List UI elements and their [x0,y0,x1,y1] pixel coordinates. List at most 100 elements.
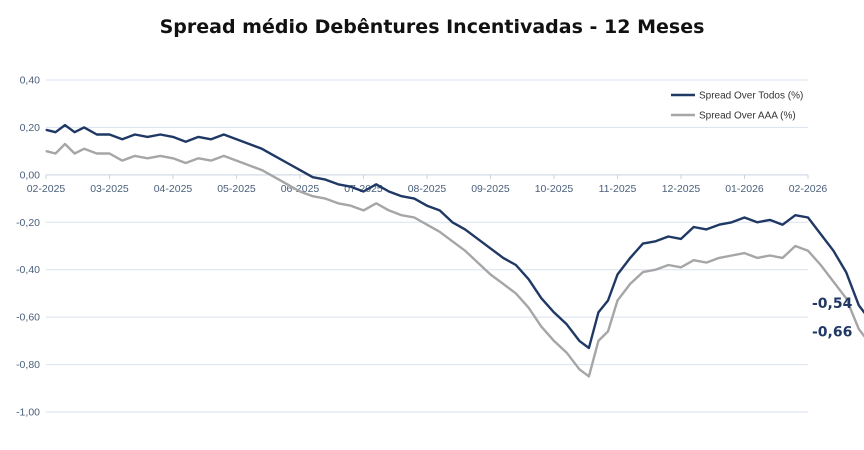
series-point [588,375,590,377]
series-point [667,235,669,238]
series-point [83,148,85,150]
series-point [413,216,415,219]
series-point [607,330,609,332]
series-point [172,157,174,159]
series-point [566,323,568,325]
series-point [667,264,669,266]
series-point [515,292,517,294]
x-tick-label: 04-2025 [154,183,193,195]
series-point [477,262,479,264]
series-point [769,254,771,257]
series-point [375,202,377,204]
series-point [185,162,187,164]
series-point [121,160,123,162]
series-point [159,133,161,136]
series-lines [45,123,864,378]
y-axis-ticks: 0,40 0,20 0,00 -0,20 -0,40 -0,60 -0,80 -1,00 [16,75,40,419]
y-tick-label: -0,20 [16,217,40,229]
series-point [286,162,288,164]
series-point [502,257,504,259]
series-point [401,214,403,216]
series-point [223,155,225,157]
series-point [693,259,695,261]
series-point [147,157,149,159]
series-point [134,155,136,157]
series-point [629,283,631,285]
y-tick-label: -0,40 [16,264,40,276]
series-point [362,209,365,211]
series-point [274,155,276,157]
legend: Spread Over Todos (%) Spread Over AAA (%) [671,91,803,122]
series-point [74,152,76,155]
y-tick-label: 0,00 [20,169,41,181]
series-point [159,155,161,157]
series-point [299,190,301,193]
series-point [197,157,199,159]
series-point [337,202,339,204]
series-point [197,136,199,138]
series-point [693,226,695,228]
series-point [731,221,733,223]
series-point [74,131,76,133]
series-point [858,304,860,306]
series-point [489,247,492,249]
series-point [147,136,149,138]
series-point [578,340,581,342]
series-point [83,126,85,128]
series-point [705,262,708,264]
legend-label: Spread Over AAA (%) [699,111,796,122]
series-point [401,195,403,197]
series-point [248,164,250,166]
series-point [642,243,644,245]
series-point [375,183,377,185]
series-point [261,148,263,150]
series-point [743,216,746,219]
series-point [312,176,314,178]
series-point [324,179,326,181]
series-point [832,250,835,252]
series-point [261,169,263,171]
gridlines [46,79,808,413]
series-point [134,133,136,136]
series-point [223,133,225,136]
series-point [807,250,809,252]
series-point [96,152,98,155]
series-point [655,240,657,242]
series-point [439,231,441,233]
x-tick-label: 05-2025 [217,183,256,195]
series-point [528,278,530,280]
series-point [540,326,542,328]
series-point [235,160,238,162]
series-point [477,238,479,240]
series-line-0 [45,123,864,350]
chart-title: Spread médio Debêntures Incentivadas - 1… [159,16,705,38]
series-point [718,257,720,259]
x-tick-label: 09-2025 [471,183,510,195]
series-point [629,257,631,259]
end-value-label: -0,54 [812,296,853,312]
series-point [324,198,326,200]
series-point [464,250,466,252]
series-point [426,224,428,226]
y-tick-label: -0,60 [16,312,40,324]
series-point [566,352,568,354]
series-point [45,150,47,152]
series-point [274,176,276,178]
series-point [528,307,530,309]
series-point [642,271,644,273]
series-point [807,216,809,219]
series-point [210,160,212,162]
legend-label: Spread Over Todos (%) [699,91,803,102]
series-point [439,209,441,211]
series-point [172,136,174,138]
series-point [794,214,796,216]
series-point [451,240,453,242]
series-point [362,190,365,193]
series-point [515,264,517,266]
x-tick-label: 01-2026 [725,183,764,195]
series-point [426,205,428,207]
series-point [540,297,542,299]
series-point [588,347,590,349]
end-value-label: -0,66 [812,324,852,340]
series-point [312,195,314,197]
